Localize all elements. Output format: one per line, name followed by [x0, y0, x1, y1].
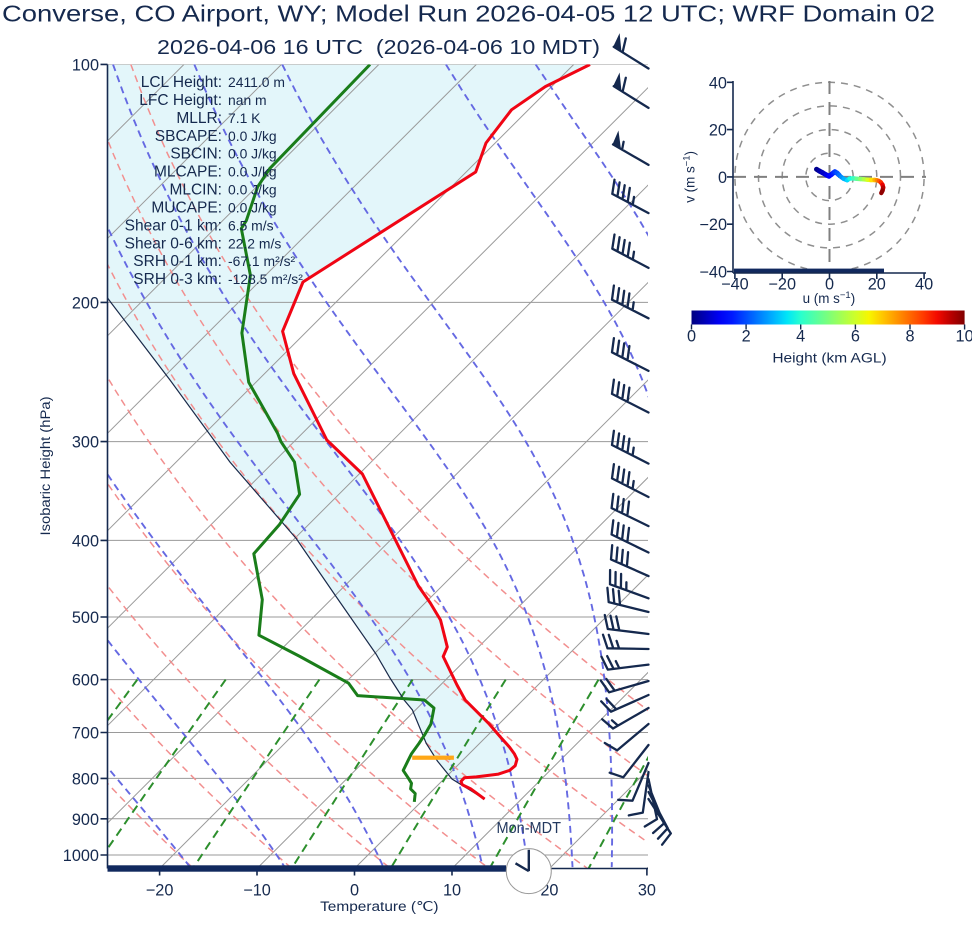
svg-text:2: 2 — [742, 328, 751, 346]
svg-text:6: 6 — [851, 328, 860, 346]
svg-text:200: 200 — [72, 294, 99, 312]
svg-text:MLCIN:: MLCIN: — [169, 182, 222, 199]
svg-text:0: 0 — [825, 276, 834, 294]
svg-text:400: 400 — [72, 532, 99, 550]
svg-text:0: 0 — [687, 328, 696, 346]
svg-text:900: 900 — [72, 811, 99, 829]
svg-text:MLLR:: MLLR: — [176, 110, 222, 127]
svg-text:Shear 0-1 km:: Shear 0-1 km: — [125, 217, 222, 234]
svg-text:0: 0 — [350, 882, 359, 900]
svg-text:−40: −40 — [721, 276, 749, 294]
svg-text:100: 100 — [72, 56, 99, 74]
svg-text:−20: −20 — [699, 216, 727, 234]
svg-text:40: 40 — [709, 74, 727, 92]
svg-text:700: 700 — [72, 725, 99, 743]
svg-text:Mon-MDT: Mon-MDT — [497, 820, 562, 837]
svg-text:Isobaric Height (hPa): Isobaric Height (hPa) — [38, 397, 53, 536]
svg-text:SRH 0-1 km:: SRH 0-1 km: — [133, 253, 222, 270]
svg-text:40: 40 — [915, 276, 933, 294]
svg-text:-128.5 m²/s²: -128.5 m²/s² — [228, 271, 303, 287]
svg-text:0.0 J/kg: 0.0 J/kg — [228, 146, 277, 162]
svg-text:1000: 1000 — [63, 847, 99, 865]
svg-text:600: 600 — [72, 672, 99, 690]
svg-text:20: 20 — [709, 122, 727, 140]
svg-text:Temperature (℃): Temperature (℃) — [320, 899, 438, 914]
svg-text:4: 4 — [796, 328, 805, 346]
svg-text:7.1 K: 7.1 K — [228, 110, 261, 126]
svg-text:MLCAPE:: MLCAPE: — [154, 164, 222, 181]
svg-text:500: 500 — [72, 609, 99, 627]
svg-text:22.2 m/s: 22.2 m/s — [228, 235, 281, 251]
svg-text:2411.0 m: 2411.0 m — [228, 74, 285, 90]
svg-text:Converse, CO Airport, WY; Mode: Converse, CO Airport, WY; Model Run 2026… — [2, 1, 935, 27]
svg-text:0.0 J/kg: 0.0 J/kg — [228, 164, 277, 180]
svg-text:LFC Height:: LFC Height: — [139, 92, 222, 109]
svg-text:−20: −20 — [146, 882, 174, 900]
svg-text:SRH 0-3 km:: SRH 0-3 km: — [133, 271, 222, 288]
svg-text:20: 20 — [868, 276, 886, 294]
svg-text:nan m: nan m — [228, 92, 267, 108]
svg-text:0.0 J/kg: 0.0 J/kg — [228, 182, 277, 198]
svg-text:10: 10 — [443, 882, 461, 900]
svg-text:Shear 0-6 km:: Shear 0-6 km: — [125, 235, 222, 252]
svg-text:10: 10 — [956, 328, 972, 346]
svg-text:-67.1 m²/s²: -67.1 m²/s² — [228, 253, 296, 269]
svg-text:0: 0 — [718, 169, 727, 187]
svg-text:SBCAPE:: SBCAPE: — [155, 128, 222, 145]
svg-text:2026-04-06 16 UTC (2026-04-06: 2026-04-06 16 UTC (2026-04-06 10 MDT) — [157, 36, 600, 59]
svg-text:LCL Height:: LCL Height: — [141, 74, 222, 91]
svg-text:SBCIN:: SBCIN: — [170, 146, 222, 163]
svg-text:−40: −40 — [699, 264, 727, 282]
svg-text:MUCAPE:: MUCAPE: — [151, 199, 222, 216]
svg-text:6.5 m/s: 6.5 m/s — [228, 217, 274, 233]
svg-text:0.0 J/kg: 0.0 J/kg — [228, 199, 277, 215]
svg-text:Height (km AGL): Height (km AGL) — [772, 351, 886, 366]
svg-text:0.0 J/kg: 0.0 J/kg — [228, 128, 277, 144]
svg-text:−20: −20 — [768, 276, 796, 294]
svg-text:8: 8 — [905, 328, 914, 346]
svg-text:300: 300 — [72, 434, 99, 452]
svg-text:−10: −10 — [243, 882, 271, 900]
svg-text:30: 30 — [638, 882, 656, 900]
svg-text:800: 800 — [72, 770, 99, 788]
